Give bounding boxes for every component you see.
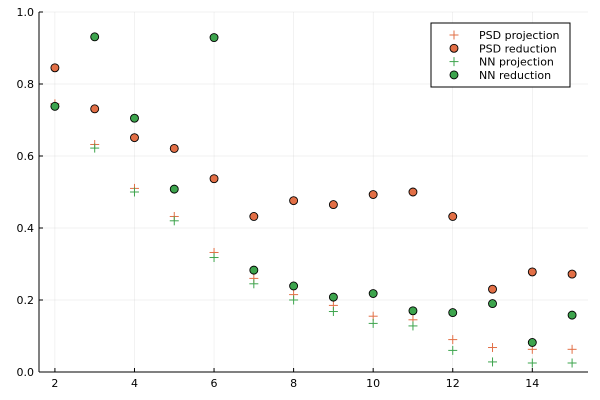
legend-marker [449,70,459,80]
data-point [408,321,418,331]
data-point [129,187,139,197]
legend-label: NN reduction [479,69,551,82]
data-point [448,212,458,221]
data-point [249,279,259,289]
legend-marker [449,43,459,53]
data-point [448,308,458,318]
data-point [567,269,577,279]
data-point [488,343,498,353]
data-point [488,299,497,309]
data-point [368,289,378,298]
legend-marker [449,57,459,67]
x-tick-label: 2 [51,377,58,390]
data-point [169,216,179,226]
legend-item: PSD projection [449,29,560,42]
data-point [169,184,179,194]
legend-label: PSD reduction [479,42,557,55]
y-tick-label: 0.8 [17,78,35,91]
data-point [90,32,100,42]
x-tick-label: 14 [525,377,539,390]
data-point [368,318,378,328]
data-point [209,253,219,263]
data-point [90,143,100,153]
data-point [567,344,577,354]
legend-item: NN reduction [449,69,551,82]
series-1 [50,99,577,354]
data-point [448,345,458,355]
data-point [408,187,418,197]
data-point [488,284,497,294]
data-point [249,212,259,221]
series-2 [50,63,577,294]
data-point [368,190,378,199]
x-tick-label: 8 [290,377,297,390]
data-point [527,338,537,347]
y-tick-label: 0.6 [17,150,35,163]
x-tick-labels: 2 4 6 8 10 12 14 [51,377,539,390]
data-point [328,200,338,210]
x-tick-label: 10 [366,377,380,390]
series-3 [50,101,577,368]
axes [38,11,588,373]
legend-marker [449,30,459,40]
data-point [209,174,219,184]
data-point [408,306,418,316]
series-4 [50,32,577,347]
legend-item: PSD reduction [449,42,557,55]
x-tick-label: 4 [131,377,138,390]
data-point [567,358,577,368]
legend-label: NN projection [479,56,554,69]
legend-label: PSD projection [479,29,560,42]
y-tick-label: 0.0 [17,366,35,379]
data-point [448,335,458,345]
data-point [527,358,537,368]
data-point [328,292,338,302]
data-point [50,63,60,73]
legend-item: NN projection [449,56,554,69]
data-point [249,265,259,275]
data-points [50,32,577,368]
data-point [567,310,577,320]
y-tick-label: 0.4 [17,222,35,235]
x-tick-label: 6 [211,377,218,390]
data-point [527,267,537,277]
data-point [488,357,498,367]
y-tick-label: 0.2 [17,294,35,307]
data-point [328,307,338,317]
data-point [130,133,139,143]
data-point [50,101,60,111]
data-point [289,281,299,291]
y-tick-label: 1.0 [17,6,35,19]
data-point [169,143,179,153]
data-point [90,104,100,114]
data-point [209,33,219,43]
data-point [289,196,299,206]
data-point [289,295,299,305]
x-tick-label: 12 [446,377,460,390]
y-tick-labels: 0.0 0.2 0.4 0.6 0.8 1.0 [17,6,35,379]
data-point [130,113,139,123]
